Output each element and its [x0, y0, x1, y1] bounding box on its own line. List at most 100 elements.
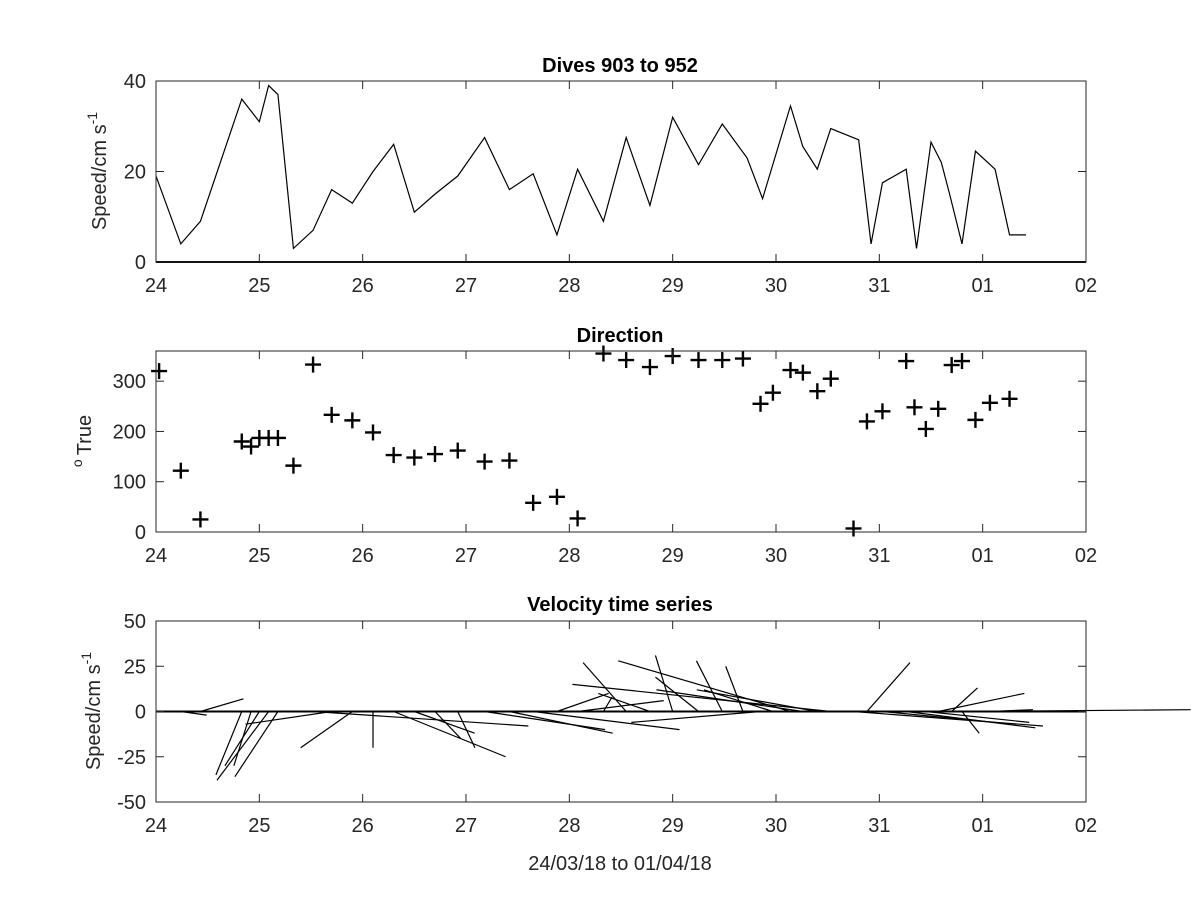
direction-point	[845, 520, 862, 537]
x-tick-label: 28	[558, 275, 580, 297]
velocity-stick	[572, 683, 831, 713]
direction-point	[406, 449, 423, 466]
direction-panel-ylabel-text: True	[74, 415, 96, 455]
velocity-stick	[224, 711, 260, 767]
x-tick-label: 02	[1075, 815, 1097, 837]
x-tick-label: 28	[558, 545, 580, 567]
direction-point	[858, 413, 875, 430]
velocity-stick	[631, 710, 761, 723]
direction-point	[1001, 390, 1018, 407]
y-tick-label: 0	[135, 252, 146, 274]
x-tick-label: 27	[455, 815, 477, 837]
velocity-stick	[853, 710, 1043, 727]
y-tick-label: 200	[113, 421, 146, 443]
x-tick-label: 30	[765, 815, 787, 837]
direction-point	[809, 383, 826, 400]
speed-panel-ylabel: Speed/cm s-1	[84, 112, 111, 230]
direction-point	[476, 453, 493, 470]
velocity-stick	[695, 660, 723, 712]
x-tick-label: 25	[248, 275, 270, 297]
direction-point	[427, 446, 443, 463]
direction-point	[917, 420, 934, 437]
x-tick-label: 25	[248, 815, 270, 837]
direction-point	[323, 406, 340, 423]
speed-panel-ylabel-superscript: -1	[84, 112, 100, 125]
velocity-stick	[602, 696, 613, 712]
velocity-stick	[961, 711, 980, 734]
direction-point	[822, 370, 839, 387]
direction-point	[151, 363, 168, 380]
direction-point	[943, 357, 960, 374]
speed-series-line	[155, 84, 1027, 250]
direction-point	[344, 412, 361, 429]
velocity-panel-ylabel-superscript: -1	[78, 652, 94, 665]
x-tick-label: 30	[765, 545, 787, 567]
direction-point	[764, 384, 781, 401]
direction-panel-title: Direction	[577, 325, 664, 347]
direction-panel-ylabel: o True	[69, 415, 96, 467]
speed-panel: Dives 903 to 952 24 25 26 27 28 29 30 31 01 02 0 20…	[84, 55, 1097, 297]
velocity-stick	[556, 692, 609, 713]
x-tick-label: 31	[868, 275, 890, 297]
direction-point	[967, 411, 984, 428]
direction-point	[501, 452, 518, 469]
velocity-panel-ylabel: Speed/cm s-1	[78, 652, 105, 770]
direction-point	[269, 429, 286, 446]
x-tick-label: 02	[1075, 275, 1097, 297]
direction-point	[954, 353, 970, 370]
direction-panel: Direction 24 25 26 27 28 29 30 31 01 02 0 100 200 300…	[69, 325, 1097, 567]
direction-point	[930, 400, 947, 417]
velocity-stick	[457, 711, 476, 748]
velocity-stick	[866, 662, 911, 712]
velocity-panel: Velocity time series 24 25 26 27 28 29 30 31 01 0…	[78, 594, 1191, 837]
x-tick-label: 24	[145, 815, 167, 837]
direction-panel-ticks: 24 25 26 27 28 29 30 31 01 02 0 100 200 300	[113, 351, 1097, 567]
y-tick-label: 40	[124, 71, 146, 93]
velocity-stick	[509, 710, 613, 734]
direction-point	[752, 395, 769, 412]
x-tick-label: 26	[352, 545, 374, 567]
y-tick-label: 50	[124, 611, 146, 633]
y-tick-label: 0	[135, 702, 146, 724]
velocity-stick	[200, 698, 244, 713]
velocity-stick	[180, 710, 207, 716]
x-tick-label: 29	[662, 815, 684, 837]
direction-panel-marks	[151, 345, 1018, 537]
x-tick-label: 01	[972, 545, 994, 567]
direction-point	[906, 399, 923, 416]
direction-point	[981, 394, 998, 411]
velocity-stick	[598, 692, 651, 713]
velocity-panel-ticks: 24 25 26 27 28 29 30 31 01 02 -50 -25 0 25 50	[117, 611, 1097, 837]
x-tick-label: 28	[558, 815, 580, 837]
figure-xlabel: 24/03/18 to 01/04/18	[528, 853, 712, 875]
velocity-stick	[951, 687, 978, 712]
velocity-stick	[533, 710, 680, 731]
direction-point	[449, 442, 466, 459]
x-tick-label: 31	[868, 815, 890, 837]
velocity-stick	[245, 710, 332, 725]
y-tick-label: -25	[117, 747, 146, 769]
velocity-stick	[434, 711, 462, 740]
direction-panel-ylabel-superscript: o	[69, 459, 85, 467]
direction-point	[365, 424, 381, 441]
direction-point	[874, 403, 891, 420]
x-tick-label: 27	[455, 545, 477, 567]
velocity-panel-marks	[156, 655, 1191, 781]
direction-point	[548, 488, 565, 505]
velocity-stick	[216, 711, 270, 781]
direction-point	[192, 511, 209, 528]
direction-point	[690, 352, 707, 369]
velocity-stick	[655, 676, 699, 712]
direction-point	[618, 352, 635, 369]
velocity-stick	[989, 709, 1033, 713]
x-tick-label: 02	[1075, 545, 1097, 567]
x-tick-label: 27	[455, 275, 477, 297]
speed-panel-ylabel-text: Speed/cm s	[89, 124, 111, 230]
velocity-stick	[393, 710, 506, 758]
velocity-stick	[906, 710, 1036, 729]
velocity-stick	[215, 711, 243, 776]
velocity-stick	[725, 666, 744, 712]
direction-point	[898, 353, 915, 370]
